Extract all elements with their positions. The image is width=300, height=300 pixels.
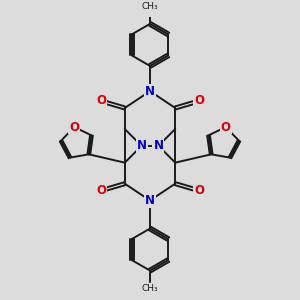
Text: N: N — [145, 85, 155, 98]
Text: O: O — [96, 94, 106, 107]
Text: N: N — [153, 139, 164, 152]
Text: N: N — [136, 139, 147, 152]
Text: O: O — [194, 184, 204, 197]
Text: CH₃: CH₃ — [142, 2, 158, 11]
Text: O: O — [96, 184, 106, 197]
Text: CH₃: CH₃ — [142, 284, 158, 293]
Text: O: O — [194, 94, 204, 107]
Text: O: O — [69, 121, 79, 134]
Text: O: O — [221, 121, 231, 134]
Text: N: N — [145, 194, 155, 207]
